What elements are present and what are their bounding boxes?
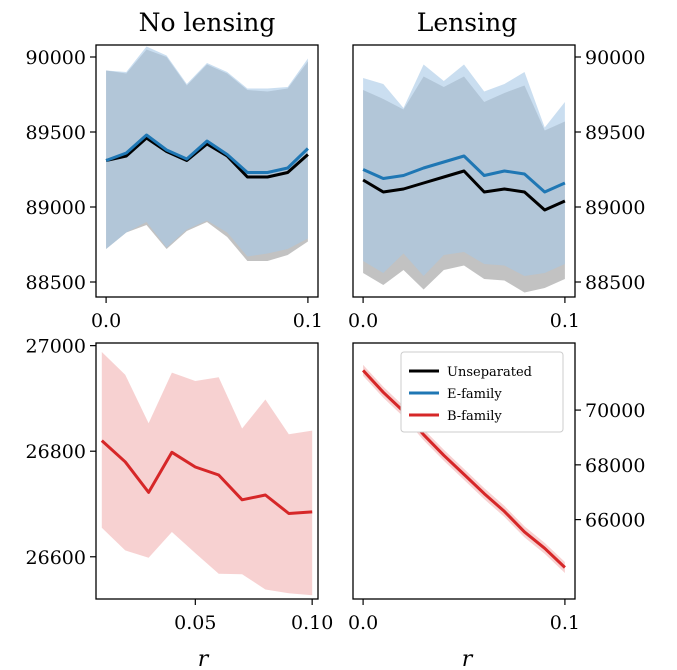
y-tick-label: 89000 [585, 197, 645, 219]
plot-area [100, 352, 313, 596]
panel-title-lensing: Lensing [417, 8, 517, 37]
x-tick-label: 0.1 [550, 612, 580, 634]
b-family-band [101, 352, 313, 596]
plot-frame [95, 44, 319, 298]
b-family-line [361, 369, 566, 569]
y-tick-label: 26800 [26, 441, 86, 463]
x-axis-label-left: r [198, 647, 210, 670]
plot-frame [95, 342, 319, 600]
e-family-line [362, 154, 566, 194]
y-tick-label: 89000 [26, 197, 86, 219]
x-axis-label-right: r [462, 647, 474, 670]
x-tick-label: 0.0 [91, 310, 121, 332]
unseparated-line [105, 136, 309, 179]
legend-label-e-family: E-family [447, 387, 502, 402]
x-tick-label: 0.05 [174, 612, 216, 634]
panel-bottom-left: 0.05 0.10 26600 26800 27000 [26, 336, 334, 634]
legend-label-unseparated: Unseparated [447, 365, 532, 380]
y-tick-label: 89500 [26, 122, 86, 144]
panel-title-no-lensing: No lensing [139, 8, 276, 37]
y-tick-label: 88500 [585, 272, 645, 294]
y-tick-label: 66000 [585, 510, 645, 532]
e-family-line [105, 133, 309, 174]
plot-area [361, 364, 566, 573]
y-tick-label: 89500 [585, 122, 645, 144]
panel-bottom-right: 0.0 0.1 66000 68000 70000 [348, 342, 645, 634]
legend-frame [400, 351, 564, 433]
panel-no-lensing: 0.0 0.1 88500 89000 89500 90000 [26, 44, 323, 332]
plot-area [362, 64, 566, 293]
y-tick-label: 26600 [26, 547, 86, 569]
e-family-band [106, 46, 308, 257]
x-tick-label: 0.1 [550, 310, 580, 332]
y-tick-label: 68000 [585, 455, 645, 477]
plot-area [105, 46, 309, 261]
plot-frame [352, 342, 576, 600]
x-tick-label: 0.0 [348, 310, 378, 332]
x-tick-label: 0.0 [348, 612, 378, 634]
y-tick-label: 90000 [585, 47, 645, 69]
legend-label-b-family: B-family [447, 409, 502, 424]
x-tick-label: 0.1 [293, 310, 323, 332]
x-tick-label: 0.10 [291, 612, 333, 634]
y-tick-label: 90000 [26, 47, 86, 69]
b-family-line [100, 439, 313, 515]
legend: Unseparated E-family B-family [400, 351, 564, 433]
unseparated-line [362, 169, 566, 212]
y-tick-label: 70000 [585, 400, 645, 422]
plot-frame [352, 44, 576, 298]
y-tick-label: 27000 [26, 336, 86, 358]
y-tick-label: 88500 [26, 272, 86, 294]
